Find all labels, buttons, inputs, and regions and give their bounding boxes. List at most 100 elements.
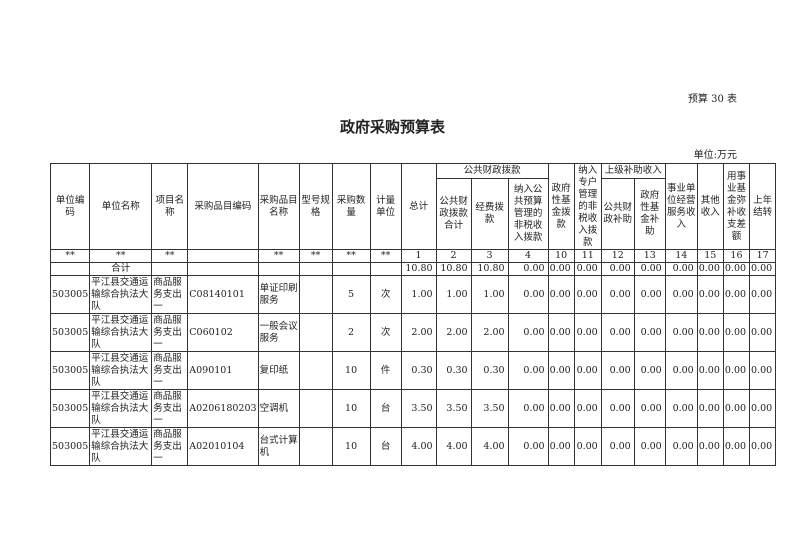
table-cell [369, 262, 402, 276]
table-cell: 0.00 [507, 389, 549, 428]
table-cell: 平江县交通运输综合执法大队 [89, 275, 153, 314]
table-cell: 3.50 [435, 389, 472, 428]
table-cell: C08140101 [187, 275, 259, 314]
table-cell: 0.00 [722, 351, 751, 390]
table-cell: 0.00 [633, 262, 666, 276]
table-cell: 10 [547, 249, 575, 263]
header-cell: 上年结转 [749, 163, 777, 250]
table-cell: 0.00 [664, 262, 698, 276]
table-cell: 0.00 [573, 351, 602, 390]
table-cell: 0.00 [664, 427, 698, 466]
unit-label: 单位:万元 [693, 150, 737, 161]
header-cell: 用事业基金弥补收支差额 [722, 163, 751, 250]
table-cell: 0.00 [507, 262, 549, 276]
table-row: 503005 平江县交通运输综合执法大队 商品服务支出一 A090101 复印纸 10 件 0… [49, 351, 777, 390]
table-cell: 10 [331, 427, 371, 466]
table-cell: 503005 [49, 275, 91, 314]
table-cell: 复印纸 [257, 351, 300, 390]
table-cell: 商品服务支出一 [151, 313, 189, 352]
table-cell: 0.00 [696, 313, 724, 352]
table-cell: 0.00 [722, 313, 751, 352]
table-cell: 4.00 [470, 427, 509, 466]
table-cell: 13 [633, 249, 666, 263]
table-cell: 1.00 [400, 275, 437, 314]
header-cell: 纳入专户管理的非税收入拨款 [573, 163, 602, 250]
table-cell: 台式计算机 [257, 427, 300, 466]
header-cell: 纳入公共预算管理的非税收入拨款 [507, 178, 549, 250]
table-cell [298, 389, 333, 428]
table-cell: 0.00 [507, 427, 549, 466]
table-cell: 0.00 [633, 275, 666, 314]
table-row: 503005 平江县交通运输综合执法大队 商品服务支出一 A02010104 台式计算机… [49, 427, 777, 466]
index-row: ** ** ** ** ** ** ** 1 2 3 4 10 11 12 13 14 15 16 17 [49, 249, 777, 263]
table-cell: 0.00 [547, 351, 575, 390]
table-cell [151, 262, 189, 276]
table-cell: 0.00 [573, 262, 602, 276]
header-cell: 单位名称 [89, 163, 153, 250]
table-cell: 商品服务支出一 [151, 275, 189, 314]
table-cell: A090101 [187, 351, 259, 390]
table-cell: 3.50 [400, 389, 437, 428]
table-cell [298, 427, 333, 466]
table-cell: 15 [696, 249, 724, 263]
table-cell: 0.30 [470, 351, 509, 390]
table-cell: 0.00 [722, 275, 751, 314]
table-cell [298, 262, 333, 276]
table-cell: 503005 [49, 313, 91, 352]
header-cell: 事业单位经营服务收入 [664, 163, 698, 250]
table-cell: 0.00 [722, 262, 751, 276]
page-title: 政府采购预算表 [339, 118, 445, 136]
table-cell: 0.00 [573, 427, 602, 466]
header-group: 上级补助收入 [600, 163, 666, 179]
table-cell: ** [369, 249, 402, 263]
table-cell: 0.00 [600, 275, 635, 314]
header-cell: 计量单位 [369, 163, 402, 250]
table-cell: 0.00 [507, 351, 549, 390]
table-cell: 0.00 [600, 427, 635, 466]
table-cell: 0.00 [664, 389, 698, 428]
table-cell: 0.30 [400, 351, 437, 390]
table-cell: 0.00 [722, 427, 751, 466]
table-cell [298, 275, 333, 314]
table-cell: 0.00 [749, 427, 777, 466]
header-cell: 采购数量 [331, 163, 371, 250]
header-cell: 型号规格 [298, 163, 333, 250]
table-cell: 0.00 [633, 351, 666, 390]
table-cell: 0.00 [507, 275, 549, 314]
table-cell: 空调机 [257, 389, 300, 428]
table-cell: 0.00 [722, 389, 751, 428]
table-row: 503005 平江县交通运输综合执法大队 商品服务支出一 C08140101 单证印刷服… [49, 275, 777, 314]
table-cell: 次 [369, 275, 402, 314]
table-cell: 0.00 [696, 275, 724, 314]
procurement-budget-table: 单位编码 单位名称 项目名称 采购品目编码 采购品目名称 型号规格 采购数量 计… [49, 163, 777, 466]
table-cell: 合计 [89, 262, 153, 276]
table-cell: 2 [331, 313, 371, 352]
table-cell: 2.00 [435, 313, 472, 352]
table-cell: 0.00 [600, 313, 635, 352]
table-cell: 10 [331, 351, 371, 390]
table-cell: 2.00 [400, 313, 437, 352]
table-cell: 商品服务支出一 [151, 389, 189, 428]
table-cell: 平江县交通运输综合执法大队 [89, 427, 153, 466]
table-cell: 0.00 [696, 427, 724, 466]
table-cell: 16 [722, 249, 751, 263]
table-cell: 17 [749, 249, 777, 263]
header-cell: 总计 [400, 163, 437, 250]
table-cell: 2 [435, 249, 472, 263]
table-cell: 503005 [49, 351, 91, 390]
table-cell: 0.00 [749, 275, 777, 314]
table-cell [187, 249, 259, 263]
table-cell [331, 262, 371, 276]
table-cell: 1.00 [470, 275, 509, 314]
table-cell: 503005 [49, 389, 91, 428]
table-cell: 4 [507, 249, 549, 263]
table-cell: 10.80 [400, 262, 437, 276]
table-cell: 0.00 [633, 389, 666, 428]
table-cell: 10 [331, 389, 371, 428]
table-cell: ** [89, 249, 153, 263]
table-cell: 商品服务支出一 [151, 427, 189, 466]
table-cell: ** [298, 249, 333, 263]
table-cell: 0.00 [749, 351, 777, 390]
table-cell: 0.00 [696, 262, 724, 276]
table-cell: A02010104 [187, 427, 259, 466]
